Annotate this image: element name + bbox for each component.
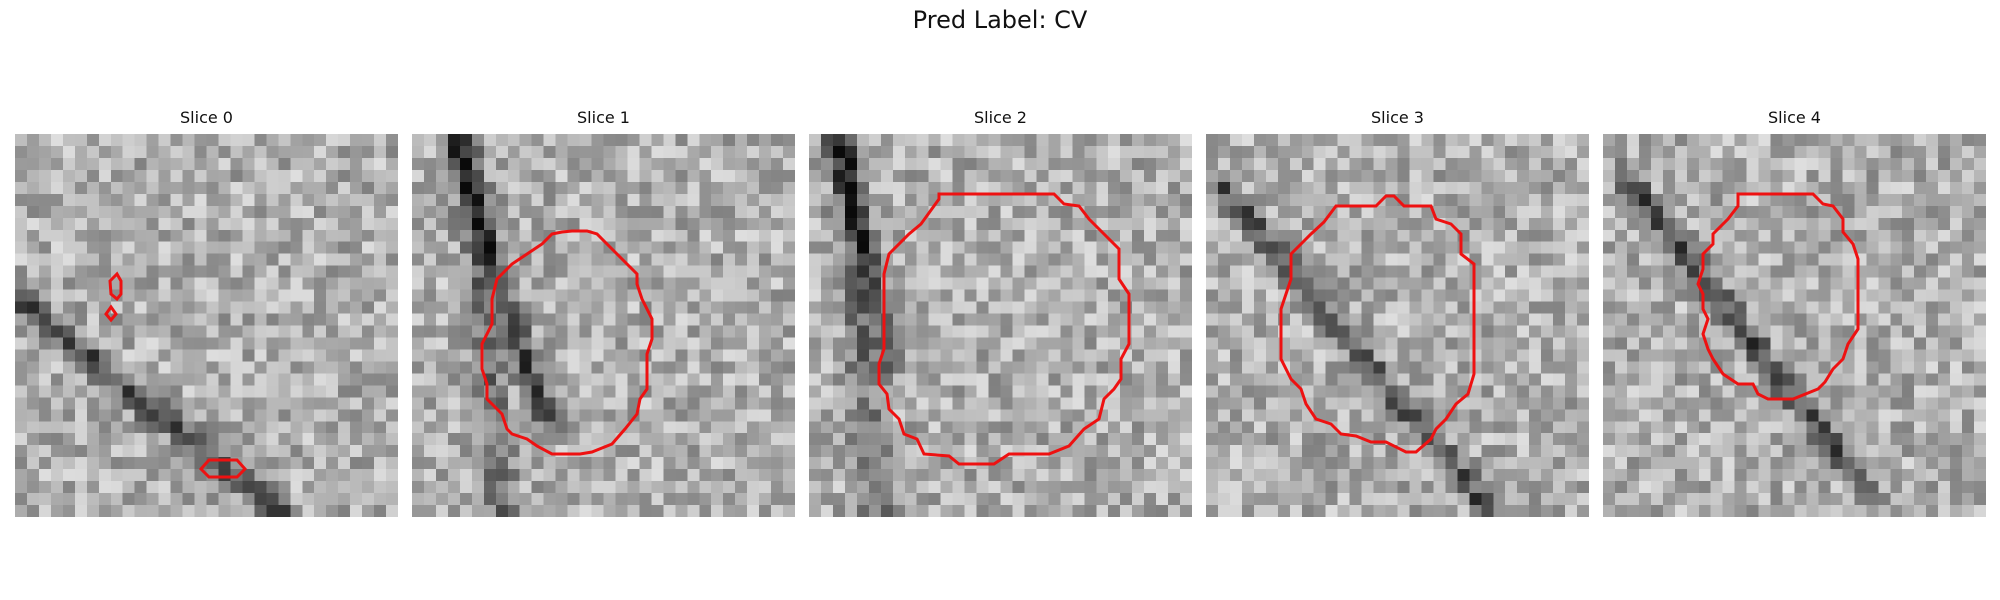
slice-image bbox=[15, 134, 398, 517]
segmentation-contour bbox=[104, 271, 248, 479]
slice-image bbox=[1206, 134, 1589, 517]
slice-image bbox=[1603, 134, 1986, 517]
slice-title: Slice 2 bbox=[974, 108, 1027, 127]
slice-image bbox=[412, 134, 795, 517]
slice-panel-2: Slice 2 bbox=[809, 108, 1192, 517]
slice-title: Slice 1 bbox=[577, 108, 630, 127]
slice-panel-0: Slice 0 bbox=[15, 108, 398, 517]
figure-title: Pred Label: CV bbox=[912, 6, 1088, 34]
slice-panel-3: Slice 3 bbox=[1206, 108, 1589, 517]
segmentation-contour bbox=[1696, 192, 1860, 401]
slice-title: Slice 0 bbox=[180, 108, 233, 127]
slice-title: Slice 3 bbox=[1371, 108, 1424, 127]
segmentation-contour bbox=[877, 192, 1131, 466]
slice-panel-4: Slice 4 bbox=[1603, 108, 1986, 517]
grayscale-tile bbox=[15, 134, 398, 517]
slice-panel-1: Slice 1 bbox=[412, 108, 795, 517]
segmentation-contour bbox=[1279, 194, 1476, 454]
grayscale-tile bbox=[412, 134, 795, 517]
grayscale-tile bbox=[1603, 134, 1986, 517]
slice-image bbox=[809, 134, 1192, 517]
segmentation-contour bbox=[480, 229, 654, 456]
slice-title: Slice 4 bbox=[1768, 108, 1821, 127]
